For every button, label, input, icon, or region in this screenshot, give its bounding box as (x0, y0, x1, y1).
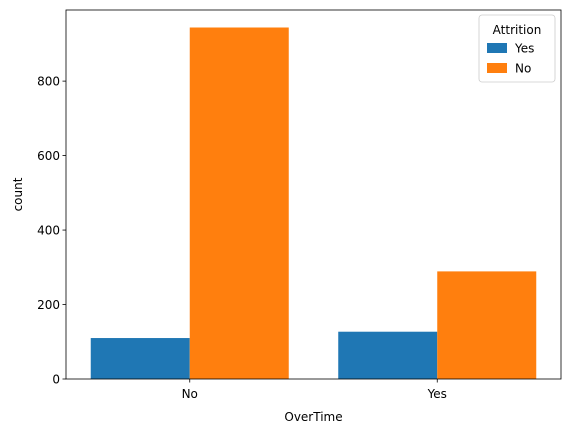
x-tick-label: Yes (427, 387, 447, 401)
bar-yes-yes (338, 331, 438, 379)
legend-title: Attrition (493, 23, 542, 37)
bars-group (90, 27, 537, 379)
legend-label: Yes (514, 42, 534, 56)
y-tick-label: 400 (37, 224, 60, 238)
y-axis-label: count (11, 177, 25, 211)
legend-label: No (515, 62, 531, 76)
plot-frame (65, 9, 562, 380)
y-tick-label: 800 (37, 75, 60, 89)
x-axis: No Yes (182, 379, 447, 401)
legend-swatch (487, 43, 507, 53)
bar-yes-no (90, 338, 190, 379)
x-tick-label: No (182, 387, 198, 401)
y-axis: 0 200 400 600 800 (37, 75, 66, 387)
legend: Attrition Yes No (478, 14, 556, 83)
y-tick-label: 600 (37, 149, 60, 163)
y-tick-label: 0 (52, 373, 60, 387)
bar-no-yes (437, 271, 537, 379)
x-axis-label: OverTime (284, 410, 342, 424)
legend-swatch (487, 63, 507, 73)
y-tick-label: 200 (37, 298, 60, 312)
bar-no-no (189, 27, 289, 379)
